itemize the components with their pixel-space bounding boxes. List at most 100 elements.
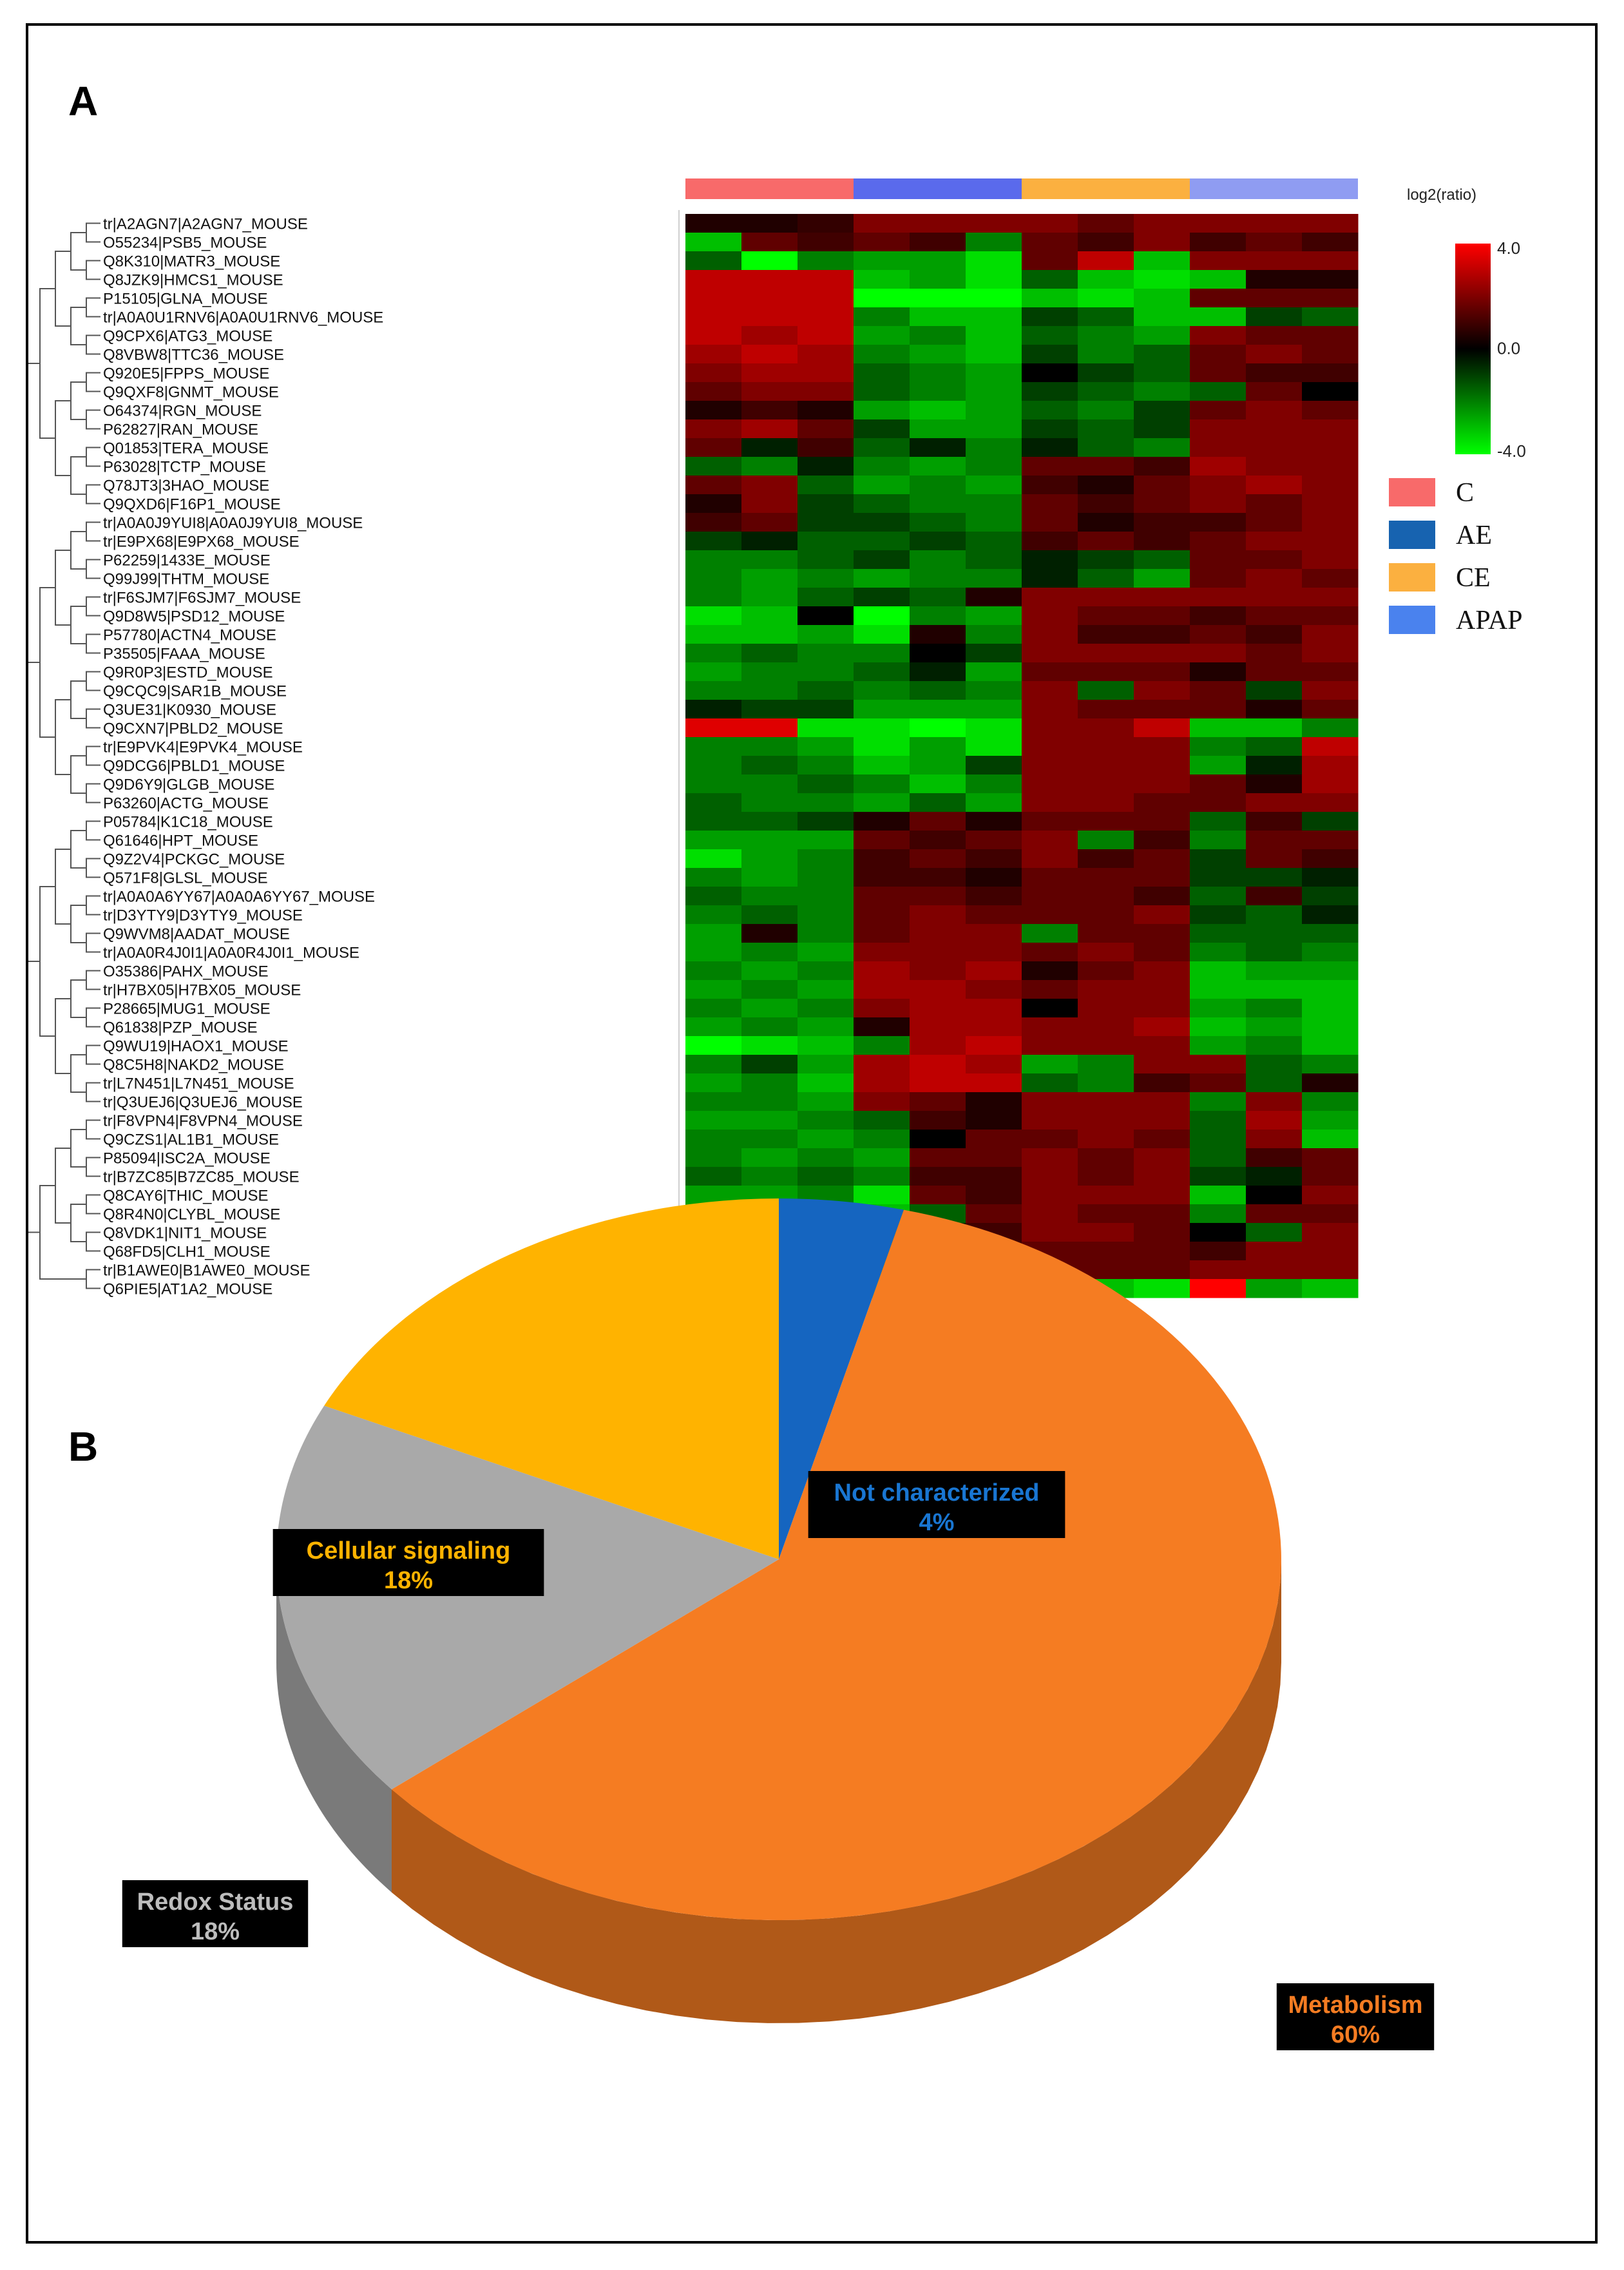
heatmap-cell bbox=[741, 644, 798, 663]
heatmap-cell bbox=[966, 532, 1022, 551]
heatmap-cell bbox=[1190, 1242, 1247, 1261]
legend-label-c: C bbox=[1456, 478, 1474, 508]
heatmap-cell bbox=[741, 1130, 798, 1149]
heatmap-cell bbox=[741, 1055, 798, 1074]
heatmap-cell bbox=[1078, 606, 1134, 626]
heatmap-cell bbox=[910, 662, 966, 682]
row-label: Q61838|PZP_MOUSE bbox=[103, 1019, 258, 1037]
heatmap-cell bbox=[1022, 1223, 1078, 1242]
heatmap-cell bbox=[854, 419, 910, 439]
heatmap-cell bbox=[685, 1092, 742, 1111]
heatmap-cell bbox=[1134, 737, 1190, 756]
heatmap-cell bbox=[685, 812, 742, 831]
heatmap-cell bbox=[1022, 214, 1078, 233]
row-label: Q78JT3|3HAO_MOUSE bbox=[103, 477, 269, 495]
heatmap-cell bbox=[854, 831, 910, 850]
heatmap-cell bbox=[1022, 532, 1078, 551]
heatmap-cell bbox=[798, 233, 854, 252]
heatmap-cell bbox=[1078, 1111, 1134, 1130]
heatmap-cell bbox=[798, 251, 854, 271]
heatmap-cell bbox=[798, 961, 854, 981]
heatmap-cell bbox=[910, 513, 966, 532]
heatmap-cell bbox=[854, 251, 910, 271]
heatmap-cell bbox=[685, 849, 742, 869]
row-label: tr|B7ZC85|B7ZC85_MOUSE bbox=[103, 1169, 300, 1186]
heatmap-cell bbox=[966, 793, 1022, 813]
heatmap-cell bbox=[910, 812, 966, 831]
heatmap-cell bbox=[966, 1167, 1022, 1186]
heatmap-cell bbox=[1246, 438, 1303, 457]
heatmap-cell bbox=[798, 831, 854, 850]
heatmap-cell bbox=[1134, 887, 1190, 906]
heatmap-cell bbox=[854, 868, 910, 887]
row-label: P63260|ACTG_MOUSE bbox=[103, 795, 269, 813]
heatmap-cell bbox=[966, 513, 1022, 532]
heatmap-cell bbox=[1246, 1223, 1303, 1242]
row-label: tr|Q3UEJ6|Q3UEJ6_MOUSE bbox=[103, 1094, 303, 1111]
heatmap-cell bbox=[1022, 737, 1078, 756]
heatmap-cell bbox=[1078, 1186, 1134, 1205]
heatmap-cell bbox=[685, 1167, 742, 1186]
heatmap-cell bbox=[854, 588, 910, 607]
heatmap-cell bbox=[685, 289, 742, 308]
heatmap-cell bbox=[1078, 457, 1134, 476]
heatmap-cell bbox=[966, 326, 1022, 345]
heatmap-cell bbox=[798, 363, 854, 383]
heatmap-cell bbox=[1078, 270, 1134, 289]
heatmap-cell bbox=[1022, 606, 1078, 626]
heatmap-cell bbox=[1302, 476, 1359, 495]
heatmap-cell bbox=[1022, 270, 1078, 289]
heatmap-cell bbox=[741, 1167, 798, 1186]
heatmap-cell bbox=[1022, 887, 1078, 906]
heatmap-cell bbox=[1078, 214, 1134, 233]
heatmap-cell bbox=[1022, 345, 1078, 364]
heatmap-cell bbox=[798, 943, 854, 962]
heatmap-cell bbox=[966, 1111, 1022, 1130]
heatmap-cell bbox=[910, 1055, 966, 1074]
heatmap-cell bbox=[910, 1092, 966, 1111]
heatmap-cell bbox=[1190, 326, 1247, 345]
heatmap-cell bbox=[685, 233, 742, 252]
heatmap-cell bbox=[1246, 1260, 1303, 1280]
heatmap-cell bbox=[854, 943, 910, 962]
heatmap-cell bbox=[1302, 326, 1359, 345]
heatmap-cell bbox=[1022, 326, 1078, 345]
heatmap-cell bbox=[1078, 887, 1134, 906]
heatmap-cell bbox=[741, 961, 798, 981]
pie-label-box bbox=[1276, 1983, 1435, 2050]
heatmap-cell bbox=[910, 924, 966, 943]
heatmap-cell bbox=[685, 774, 742, 794]
heatmap-cell bbox=[1134, 1111, 1190, 1130]
heatmap-cell bbox=[1134, 401, 1190, 420]
heatmap-cell bbox=[966, 382, 1022, 401]
heatmap-cell bbox=[741, 1036, 798, 1055]
heatmap-cell bbox=[854, 700, 910, 719]
heatmap-cell bbox=[798, 345, 854, 364]
row-label: Q68FD5|CLH1_MOUSE bbox=[103, 1244, 271, 1261]
heatmap-cell bbox=[1134, 1167, 1190, 1186]
heatmap-cell bbox=[1022, 980, 1078, 999]
heatmap-cell bbox=[1190, 662, 1247, 682]
heatmap-cell bbox=[1302, 1223, 1359, 1242]
heatmap-cell bbox=[1134, 550, 1190, 570]
heatmap-cell bbox=[1134, 419, 1190, 439]
heatmap-cell bbox=[685, 644, 742, 663]
heatmap-cell bbox=[1302, 1148, 1359, 1168]
heatmap-cell bbox=[1078, 1148, 1134, 1168]
heatmap-cell bbox=[1190, 718, 1247, 738]
heatmap-cell bbox=[685, 1017, 742, 1037]
heatmap-cell bbox=[1134, 289, 1190, 308]
heatmap-cell bbox=[1246, 307, 1303, 327]
heatmap-cell bbox=[1302, 999, 1359, 1018]
pie-slice-cellular-signaling bbox=[324, 1198, 779, 1559]
heatmap-cell bbox=[685, 700, 742, 719]
heatmap-cell bbox=[966, 887, 1022, 906]
heatmap-cell bbox=[1190, 532, 1247, 551]
heatmap-cell bbox=[798, 905, 854, 925]
heatmap-cell bbox=[1246, 1111, 1303, 1130]
heatmap-cell bbox=[966, 1036, 1022, 1055]
heatmap-cell bbox=[854, 924, 910, 943]
heatmap-cell bbox=[1190, 1073, 1247, 1093]
heatmap-cell bbox=[741, 905, 798, 925]
heatmap-cell bbox=[966, 307, 1022, 327]
